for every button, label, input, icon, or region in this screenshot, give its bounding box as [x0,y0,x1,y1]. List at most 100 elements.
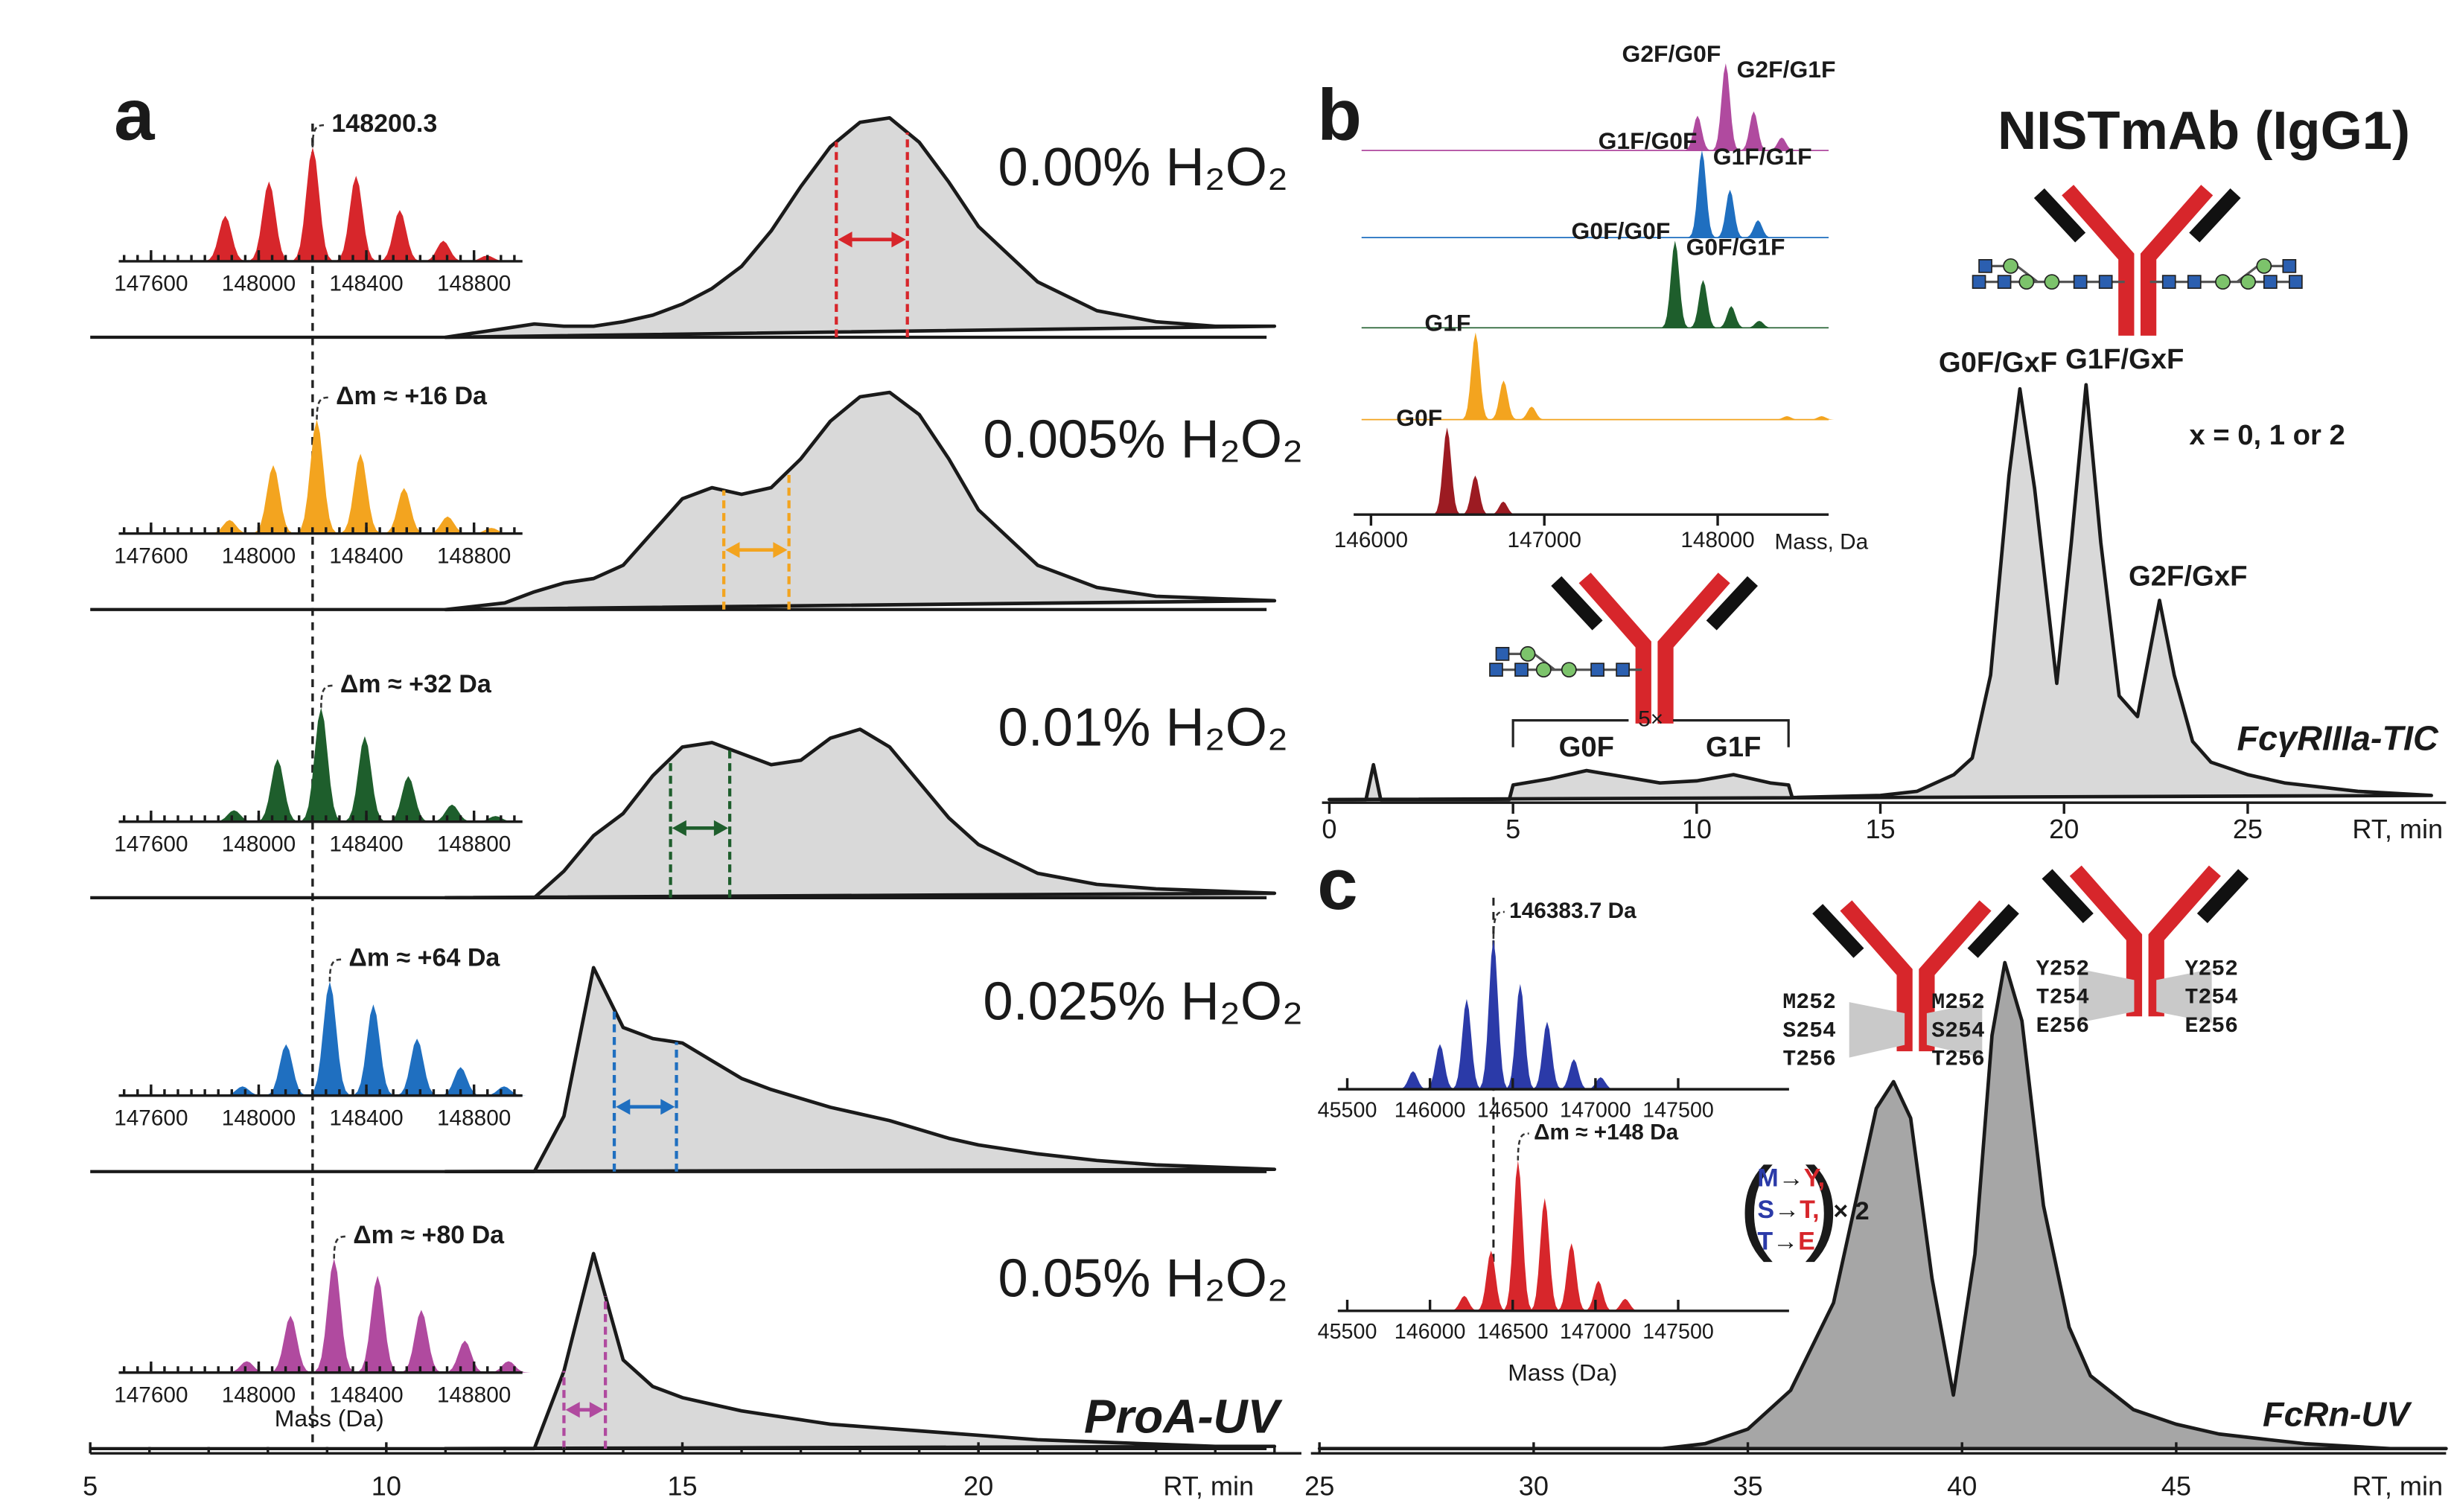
peak-label: G2F/G0F [1622,40,1721,67]
trace-label: 0.005% H₂O₂ [983,410,1303,470]
spectrum-peak [1515,406,1549,420]
spectrum-peak [482,1361,535,1373]
glycan-icon [2149,258,2304,290]
spectrum-peak [378,488,430,534]
spectrum-peak [1476,939,1511,1090]
annotation-leader [320,684,336,708]
arrowhead [713,820,728,836]
mutation-label: Y252 [2036,956,2089,981]
x-tick-label: 148000 [222,1383,296,1408]
x-tick-label: 148000 [1680,528,1754,552]
substitution-part: S [1757,1196,1774,1224]
bracket [1511,719,1790,747]
panel-letter: c [1317,843,1357,925]
spectrum-peak [1553,1243,1590,1311]
peak-label: G1F [1424,309,1470,336]
mutation-label: E256 [2036,1013,2089,1039]
spectrum-peak [1556,1059,1592,1090]
arrowhead [891,232,906,248]
highlight-wedge [1849,1002,1905,1058]
substitution-factor: × 2 [1833,1197,1869,1225]
x-tick-label: 25 [1304,1471,1334,1502]
highlight-wedge [2079,969,2135,1023]
spectrum-peak [1765,137,1799,151]
spectrum-peak [204,520,255,534]
x-tick-label: 147000 [1560,1098,1631,1122]
x-tick-label: 148400 [329,1383,403,1408]
spectrum-peak [1771,415,1804,420]
mutation-label: S254 [1782,1018,1835,1043]
watermark: FcRn-UV [2263,1395,2412,1434]
spectrum-peak [1715,306,1748,328]
substitution-part: → [1774,1196,1800,1224]
spectrum-peak [261,1044,312,1096]
chromatogram-trace [1317,960,2448,1451]
x-tick-label: 148000 [222,272,296,296]
spectrum-peak [1607,1298,1643,1311]
peak-annotation: Δm ≈ +64 Da [348,944,500,972]
spectrum-peak [1583,1076,1619,1090]
x-axis-label: RT, min [2352,1471,2443,1502]
watermark: FcγRIIIa-TIC [2237,719,2438,758]
highlight-wedge [1926,1002,1983,1058]
spectrum-peak [1581,1280,1616,1311]
mutation-label: Y252 [2185,956,2238,981]
mutation-label: T254 [2036,985,2089,1010]
spectrum-peak [1395,1071,1431,1090]
x-tick-label: 146500 [1477,1098,1549,1122]
spectrum-peak [1446,1295,1482,1311]
x-tick-label: 147600 [114,1383,188,1408]
spectrum-peak [308,1258,360,1373]
peak-label: G2F/GxF [2129,560,2247,592]
x-axis-label: RT, min [1163,1471,1254,1502]
spectrum-peak [1459,332,1492,420]
mutation-label: M252 [1782,989,1835,1015]
x-tick-label: 147500 [1642,1098,1714,1122]
x-tick-label: 148400 [329,1106,403,1130]
peak-annotation: Δm ≈ +16 Da [336,382,488,410]
spectrum-peak [348,1004,399,1096]
spectrum-peak [291,419,342,534]
spectrum-peak [243,181,295,261]
x-tick-label: 147600 [114,543,188,568]
x-tick-label: 15 [1865,814,1895,844]
spectrum-peak [470,816,521,822]
annotation-leader [316,396,331,420]
x-tick-label: 148400 [329,543,403,568]
x-tick-label: 148800 [437,543,511,568]
x-tick-label: 148400 [329,832,403,857]
spectrum-peak [1473,1251,1509,1311]
watermark: ProA-UV [1084,1389,1283,1443]
substitution-part: T, [1800,1196,1819,1224]
spectrum-peak [1502,983,1538,1090]
spectrum-peak [1685,150,1719,238]
spectrum-peak [1709,63,1742,151]
spectrum-peak [200,215,251,261]
spectrum-peak [339,736,390,822]
x-tick-label: 0 [1322,814,1336,844]
x-tick-label: 148000 [222,832,296,857]
trace-label: 0.025% H₂O₂ [983,972,1303,1032]
spectrum-peak [1526,1198,1563,1311]
peak-label: G1F/G0F [1599,127,1698,154]
x-tick-label: 20 [963,1471,993,1502]
chromatogram-trace [444,115,1277,339]
peak-annotation: 148200.3 [331,109,437,138]
x-tick-label: 35 [1733,1471,1762,1502]
glycan-icon [1971,258,2126,290]
antibody-icon [2039,190,2236,336]
spectrum-peak [1680,115,1715,151]
substitution-part: M [1757,1164,1778,1192]
peak-annotation: Δm ≈ +148 Da [1534,1120,1679,1145]
x-tick-label: 20 [2049,814,2079,844]
spectrum-peak [304,981,355,1096]
x-tick-label: 148000 [222,543,296,568]
annotation-leader [311,124,328,147]
mutation-label: E256 [2185,1013,2238,1039]
substitution-part: T [1757,1227,1773,1255]
x-tick-label: 148800 [437,272,511,296]
spectrum-peak [392,1039,443,1096]
x-tick-label: 148400 [329,272,403,296]
peak-annotation: Δm ≈ +32 Da [340,670,492,698]
x-axis-label: Mass, Da [1774,529,1868,554]
